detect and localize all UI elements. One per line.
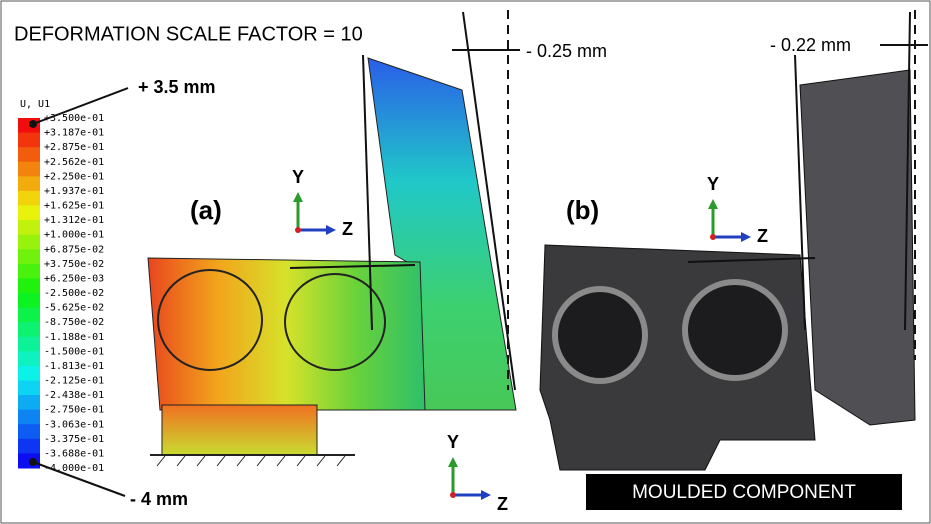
legend-label: -8.750e-02 — [44, 317, 104, 328]
legend-label: -1.813e-01 — [44, 361, 104, 372]
legend-band — [18, 366, 40, 381]
legend-label: -1.188e-01 — [44, 332, 104, 343]
legend-label: +1.000e-01 — [44, 230, 104, 241]
annotation: - 0.22 mm — [770, 35, 851, 55]
legend-label: +2.562e-01 — [44, 157, 104, 168]
legend-label: +2.875e-01 — [44, 142, 104, 153]
legend-label: +1.937e-01 — [44, 186, 104, 197]
legend-band — [18, 322, 40, 337]
legend: +3.500e-01 +3.187e-01 +2.875e-01 +2.562e-01… — [18, 113, 104, 474]
legend-label: -2.125e-01 — [44, 376, 104, 387]
legend-band — [18, 162, 40, 177]
annotation: - 4 mm — [130, 489, 188, 509]
legend-band — [18, 308, 40, 323]
annotation: - 0.25 mm — [526, 41, 607, 61]
legend-band — [18, 264, 40, 279]
legend-band — [18, 133, 40, 148]
part-b-column — [800, 70, 915, 425]
legend-band — [18, 249, 40, 264]
legend-band — [18, 147, 40, 162]
title: DEFORMATION SCALE FACTOR = 10 — [14, 23, 363, 45]
legend-band — [18, 381, 40, 396]
legend-label: -3.063e-01 — [44, 419, 104, 430]
panel-label: (a) — [190, 195, 222, 225]
legend-label: +3.500e-01 — [44, 113, 104, 124]
legend-band — [18, 235, 40, 250]
bore — [555, 289, 645, 381]
axis-label: Y — [292, 167, 304, 187]
legend-label: -2.438e-01 — [44, 390, 104, 401]
axis-label: Y — [447, 432, 459, 452]
legend-label: +6.250e-03 — [44, 273, 104, 284]
legend-label: +6.875e-02 — [44, 244, 104, 255]
legend-label: -3.688e-01 — [44, 448, 104, 459]
legend-label: +1.312e-01 — [44, 215, 104, 226]
legend-band — [18, 351, 40, 366]
legend-label: -2.750e-01 — [44, 405, 104, 416]
legend-band — [18, 395, 40, 410]
axis-label: Z — [342, 219, 353, 239]
legend-band — [18, 206, 40, 221]
caption: MOULDED COMPONENT — [632, 482, 856, 503]
legend-title: U, U1 — [20, 99, 50, 110]
legend-band — [18, 278, 40, 293]
legend-band — [18, 118, 40, 133]
legend-band — [18, 220, 40, 235]
legend-band — [18, 439, 40, 454]
part-a-base — [162, 405, 317, 455]
legend-label: +3.187e-01 — [44, 128, 104, 139]
legend-label: -3.375e-01 — [44, 434, 104, 445]
legend-band — [18, 337, 40, 352]
legend-label: +3.750e-02 — [44, 259, 104, 270]
legend-band — [18, 176, 40, 191]
legend-band — [18, 424, 40, 439]
annotation: + 3.5 mm — [138, 77, 216, 97]
legend-label: -2.500e-02 — [44, 288, 104, 299]
figure: DEFORMATION SCALE FACTOR = 10 - 0.25 mm … — [0, 0, 931, 524]
origin — [710, 234, 716, 240]
legend-label: -1.500e-01 — [44, 346, 104, 357]
bore — [685, 282, 785, 378]
legend-label: -5.625e-02 — [44, 303, 104, 314]
legend-label: +2.250e-01 — [44, 171, 104, 182]
legend-band — [18, 410, 40, 425]
legend-band — [18, 191, 40, 206]
axis-label: Z — [497, 494, 508, 514]
legend-band — [18, 293, 40, 308]
origin — [450, 492, 456, 498]
axis-label: Z — [757, 226, 768, 246]
origin — [295, 227, 301, 233]
axis-label: Y — [707, 174, 719, 194]
legend-label: +1.625e-01 — [44, 201, 104, 212]
panel-label: (b) — [566, 195, 599, 225]
